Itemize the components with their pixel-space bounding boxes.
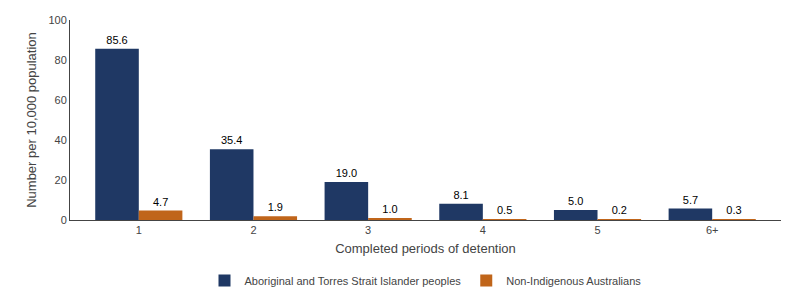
svg-text:5: 5 xyxy=(594,224,600,236)
svg-text:5.7: 5.7 xyxy=(683,194,698,206)
svg-text:5.0: 5.0 xyxy=(568,195,583,207)
svg-text:6+: 6+ xyxy=(706,224,719,236)
svg-text:1.0: 1.0 xyxy=(382,203,397,215)
svg-text:100: 100 xyxy=(48,14,66,26)
svg-text:35.4: 35.4 xyxy=(221,134,242,146)
svg-text:0.2: 0.2 xyxy=(612,204,627,216)
svg-text:1: 1 xyxy=(136,224,142,236)
svg-text:4: 4 xyxy=(480,224,486,236)
svg-text:4.7: 4.7 xyxy=(153,196,168,208)
svg-text:Completed periods of detention: Completed periods of detention xyxy=(335,241,516,256)
svg-text:0.3: 0.3 xyxy=(726,204,741,216)
svg-text:0: 0 xyxy=(61,214,67,226)
svg-text:1.9: 1.9 xyxy=(268,201,283,213)
svg-text:60: 60 xyxy=(55,94,67,106)
svg-text:Non-Indigenous Australians: Non-Indigenous Australians xyxy=(506,275,641,287)
svg-text:20: 20 xyxy=(55,174,67,186)
svg-text:19.0: 19.0 xyxy=(336,167,357,179)
svg-text:40: 40 xyxy=(55,134,67,146)
svg-text:3: 3 xyxy=(365,224,371,236)
svg-text:2: 2 xyxy=(250,224,256,236)
svg-text:Number per 10,000 population: Number per 10,000 population xyxy=(24,32,39,208)
svg-text:Aboriginal and Torres Strait I: Aboriginal and Torres Strait Islander pe… xyxy=(245,275,462,287)
svg-text:8.1: 8.1 xyxy=(453,189,468,201)
svg-text:0.5: 0.5 xyxy=(497,204,512,216)
svg-text:85.6: 85.6 xyxy=(106,34,127,46)
svg-text:80: 80 xyxy=(55,54,67,66)
